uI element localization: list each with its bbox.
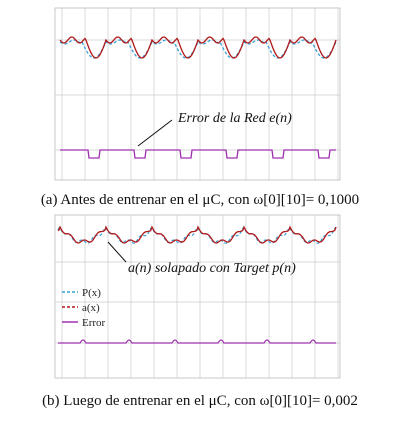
target-line — [59, 39, 337, 59]
annotation: Error de la Red e(n) — [177, 111, 292, 126]
legend-label: P(x) — [82, 287, 101, 299]
legend-label: a(x) — [82, 302, 100, 314]
error-line — [58, 339, 336, 344]
annotation-pointer — [107, 241, 127, 263]
plot-a — [55, 8, 340, 180]
legend: P(x) a(x) Error — [62, 287, 106, 329]
plot-b-frame — [54, 214, 341, 379]
error-line — [60, 149, 336, 159]
caption: (b) Luego de entrenar en el μC, con ω[0]… — [42, 393, 358, 409]
output-line — [57, 225, 337, 244]
plot-a-frame — [54, 7, 341, 181]
annotation-pointer — [137, 119, 173, 147]
caption: (a) Antes de entrenar en el μC, con ω[0]… — [41, 192, 359, 208]
annotation: a(n) solapado con Target p(n) — [128, 261, 296, 276]
legend-label: Error — [82, 317, 106, 329]
output-line — [59, 36, 337, 59]
